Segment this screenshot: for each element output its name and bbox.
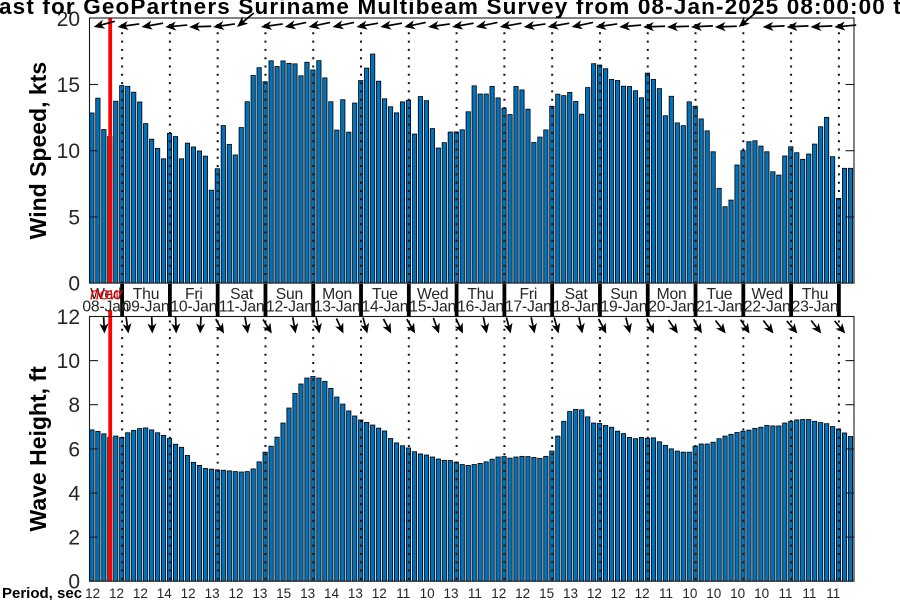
svg-text:12: 12 bbox=[611, 586, 626, 600]
svg-text:13: 13 bbox=[300, 586, 315, 600]
svg-text:Wind Speed, kts: Wind Speed, kts bbox=[25, 62, 51, 239]
svg-text:10: 10 bbox=[706, 586, 721, 600]
svg-text:Tue: Tue bbox=[372, 286, 398, 303]
svg-text:20-Jan: 20-Jan bbox=[648, 298, 695, 315]
svg-text:21-Jan: 21-Jan bbox=[696, 298, 743, 315]
svg-text:0: 0 bbox=[68, 571, 80, 594]
svg-text:12: 12 bbox=[587, 586, 602, 600]
svg-text:6: 6 bbox=[68, 438, 80, 461]
svg-text:15-Jan: 15-Jan bbox=[409, 298, 456, 315]
svg-text:22-Jan: 22-Jan bbox=[744, 298, 791, 315]
svg-text:16-Jan: 16-Jan bbox=[457, 298, 504, 315]
svg-text:now: now bbox=[90, 284, 123, 304]
svg-text:Sun: Sun bbox=[610, 286, 637, 303]
svg-text:11: 11 bbox=[659, 586, 673, 600]
svg-text:11: 11 bbox=[826, 586, 840, 600]
svg-text:11-Jan: 11-Jan bbox=[219, 298, 265, 315]
svg-text:10: 10 bbox=[420, 586, 435, 600]
svg-text:12-Jan: 12-Jan bbox=[266, 298, 313, 315]
svg-text:11: 11 bbox=[468, 586, 482, 600]
svg-text:10: 10 bbox=[57, 140, 80, 163]
svg-text:Wed: Wed bbox=[752, 286, 783, 303]
svg-text:14-Jan: 14-Jan bbox=[362, 298, 409, 315]
svg-text:12: 12 bbox=[228, 586, 243, 600]
svg-text:ast for GeoPartners Suriname M: ast for GeoPartners Suriname Multibeam S… bbox=[0, 0, 900, 19]
svg-text:14: 14 bbox=[157, 586, 173, 600]
svg-text:18-Jan: 18-Jan bbox=[553, 298, 600, 315]
svg-text:15: 15 bbox=[57, 74, 80, 97]
svg-text:11: 11 bbox=[396, 586, 410, 600]
svg-text:12: 12 bbox=[85, 586, 100, 600]
svg-text:12: 12 bbox=[372, 586, 387, 600]
svg-text:12: 12 bbox=[515, 586, 530, 600]
svg-text:Sat: Sat bbox=[565, 286, 589, 303]
svg-text:13: 13 bbox=[563, 586, 578, 600]
svg-text:19-Jan: 19-Jan bbox=[601, 298, 648, 315]
svg-text:Mon: Mon bbox=[657, 286, 687, 303]
svg-text:08-Jan: 08-Jan bbox=[82, 298, 129, 315]
svg-text:8: 8 bbox=[68, 394, 80, 417]
svg-text:10-Jan: 10-Jan bbox=[170, 298, 217, 315]
svg-text:10: 10 bbox=[730, 586, 745, 600]
svg-text:2: 2 bbox=[68, 527, 80, 550]
svg-text:11: 11 bbox=[802, 586, 816, 600]
svg-text:13: 13 bbox=[348, 586, 363, 600]
svg-text:17-Jan: 17-Jan bbox=[505, 298, 552, 315]
svg-text:12: 12 bbox=[109, 586, 124, 600]
svg-text:Period, sec: Period, sec bbox=[2, 585, 82, 600]
svg-text:11: 11 bbox=[778, 586, 792, 600]
svg-text:Wed: Wed bbox=[90, 286, 121, 303]
svg-text:09-Jan: 09-Jan bbox=[123, 298, 170, 315]
svg-text:13: 13 bbox=[443, 586, 458, 600]
svg-text:Fri: Fri bbox=[519, 286, 537, 303]
svg-text:13-Jan: 13-Jan bbox=[314, 298, 361, 315]
svg-text:Thu: Thu bbox=[802, 286, 828, 303]
svg-text:Fri: Fri bbox=[185, 286, 203, 303]
svg-text:4: 4 bbox=[68, 483, 80, 506]
svg-text:Thu: Thu bbox=[133, 286, 159, 303]
svg-text:15: 15 bbox=[539, 586, 554, 600]
svg-text:10: 10 bbox=[57, 350, 80, 373]
svg-text:10: 10 bbox=[682, 586, 697, 600]
svg-text:12: 12 bbox=[133, 586, 148, 600]
svg-text:12: 12 bbox=[181, 586, 196, 600]
svg-text:12: 12 bbox=[491, 586, 506, 600]
svg-text:13: 13 bbox=[252, 586, 267, 600]
svg-text:Sun: Sun bbox=[276, 286, 303, 303]
svg-text:Thu: Thu bbox=[467, 286, 493, 303]
svg-text:20: 20 bbox=[57, 8, 80, 31]
svg-text:12: 12 bbox=[57, 306, 80, 329]
svg-text:5: 5 bbox=[68, 206, 80, 229]
svg-text:Sat: Sat bbox=[230, 286, 254, 303]
svg-text:Tue: Tue bbox=[706, 286, 732, 303]
svg-text:12: 12 bbox=[635, 586, 650, 600]
svg-text:14: 14 bbox=[324, 586, 340, 600]
svg-text:10: 10 bbox=[754, 586, 769, 600]
svg-text:Mon: Mon bbox=[322, 286, 352, 303]
svg-text:15: 15 bbox=[276, 586, 291, 600]
svg-text:23-Jan: 23-Jan bbox=[792, 298, 839, 315]
svg-text:13: 13 bbox=[205, 586, 220, 600]
svg-text:Wed: Wed bbox=[417, 286, 448, 303]
svg-text:Wave Height, ft: Wave Height, ft bbox=[25, 366, 51, 532]
svg-text:0: 0 bbox=[68, 273, 80, 296]
